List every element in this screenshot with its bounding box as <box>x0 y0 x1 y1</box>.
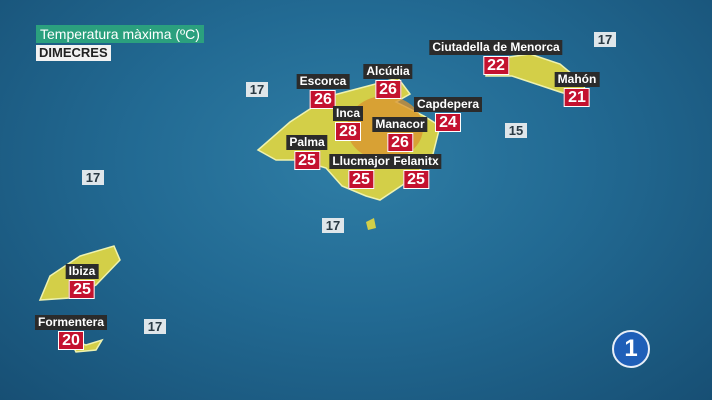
city-name: Inca <box>332 106 364 121</box>
city-ciutadella: Ciutadella de Menorca 22 <box>429 38 563 75</box>
city-name: Mahón <box>554 72 600 87</box>
city-palma: Palma 25 <box>286 133 328 170</box>
city-name: Llucmajor <box>329 154 393 169</box>
city-llucmajor: Llucmajor 25 <box>329 152 393 189</box>
city-name: Ciutadella de Menorca <box>429 40 563 55</box>
city-inca: Inca 28 <box>332 104 364 141</box>
city-name: Alcúdia <box>363 64 413 79</box>
city-name: Ibiza <box>65 264 99 279</box>
city-formentera: Formentera 20 <box>34 313 108 350</box>
sea-temp: 17 <box>594 32 616 47</box>
city-temp: 26 <box>309 90 336 109</box>
city-felanitx: Felanitx 25 <box>390 152 442 189</box>
city-manacor: Manacor 26 <box>372 115 428 152</box>
city-alcudia: Alcúdia 26 <box>363 62 413 99</box>
sea-temp: 17 <box>322 218 344 233</box>
sea-temp: 17 <box>246 82 268 97</box>
city-temp: 25 <box>402 170 429 189</box>
city-temp: 20 <box>58 331 84 350</box>
city-name: Escorca <box>296 74 350 89</box>
channel-logo: 1 <box>612 330 650 368</box>
day-label: DIMECRES <box>36 45 111 61</box>
city-name: Felanitx <box>390 154 442 169</box>
city-capdepera: Capdepera 24 <box>413 95 483 132</box>
city-temp: 28 <box>334 122 361 141</box>
city-name: Capdepera <box>413 97 483 112</box>
city-ibiza: Ibiza 25 <box>65 262 99 299</box>
city-temp: 21 <box>563 88 590 107</box>
sea-temp: 17 <box>82 170 104 185</box>
city-escorca: Escorca 26 <box>296 72 350 109</box>
city-temp: 26 <box>375 80 401 99</box>
city-temp: 22 <box>483 56 509 75</box>
city-mahon: Mahón 21 <box>554 70 600 107</box>
city-name: Formentera <box>34 315 108 330</box>
city-name: Palma <box>286 135 328 150</box>
cabrera-island <box>366 218 376 230</box>
city-temp: 25 <box>293 151 320 170</box>
map-title: Temperatura màxima (ºC) <box>36 25 204 43</box>
sea-temp: 15 <box>505 123 527 138</box>
sea-temp: 17 <box>144 319 166 334</box>
city-temp: 26 <box>386 133 413 152</box>
city-temp: 25 <box>347 170 374 189</box>
city-name: Manacor <box>372 117 428 132</box>
city-temp: 24 <box>435 113 461 132</box>
city-temp: 25 <box>68 280 95 299</box>
